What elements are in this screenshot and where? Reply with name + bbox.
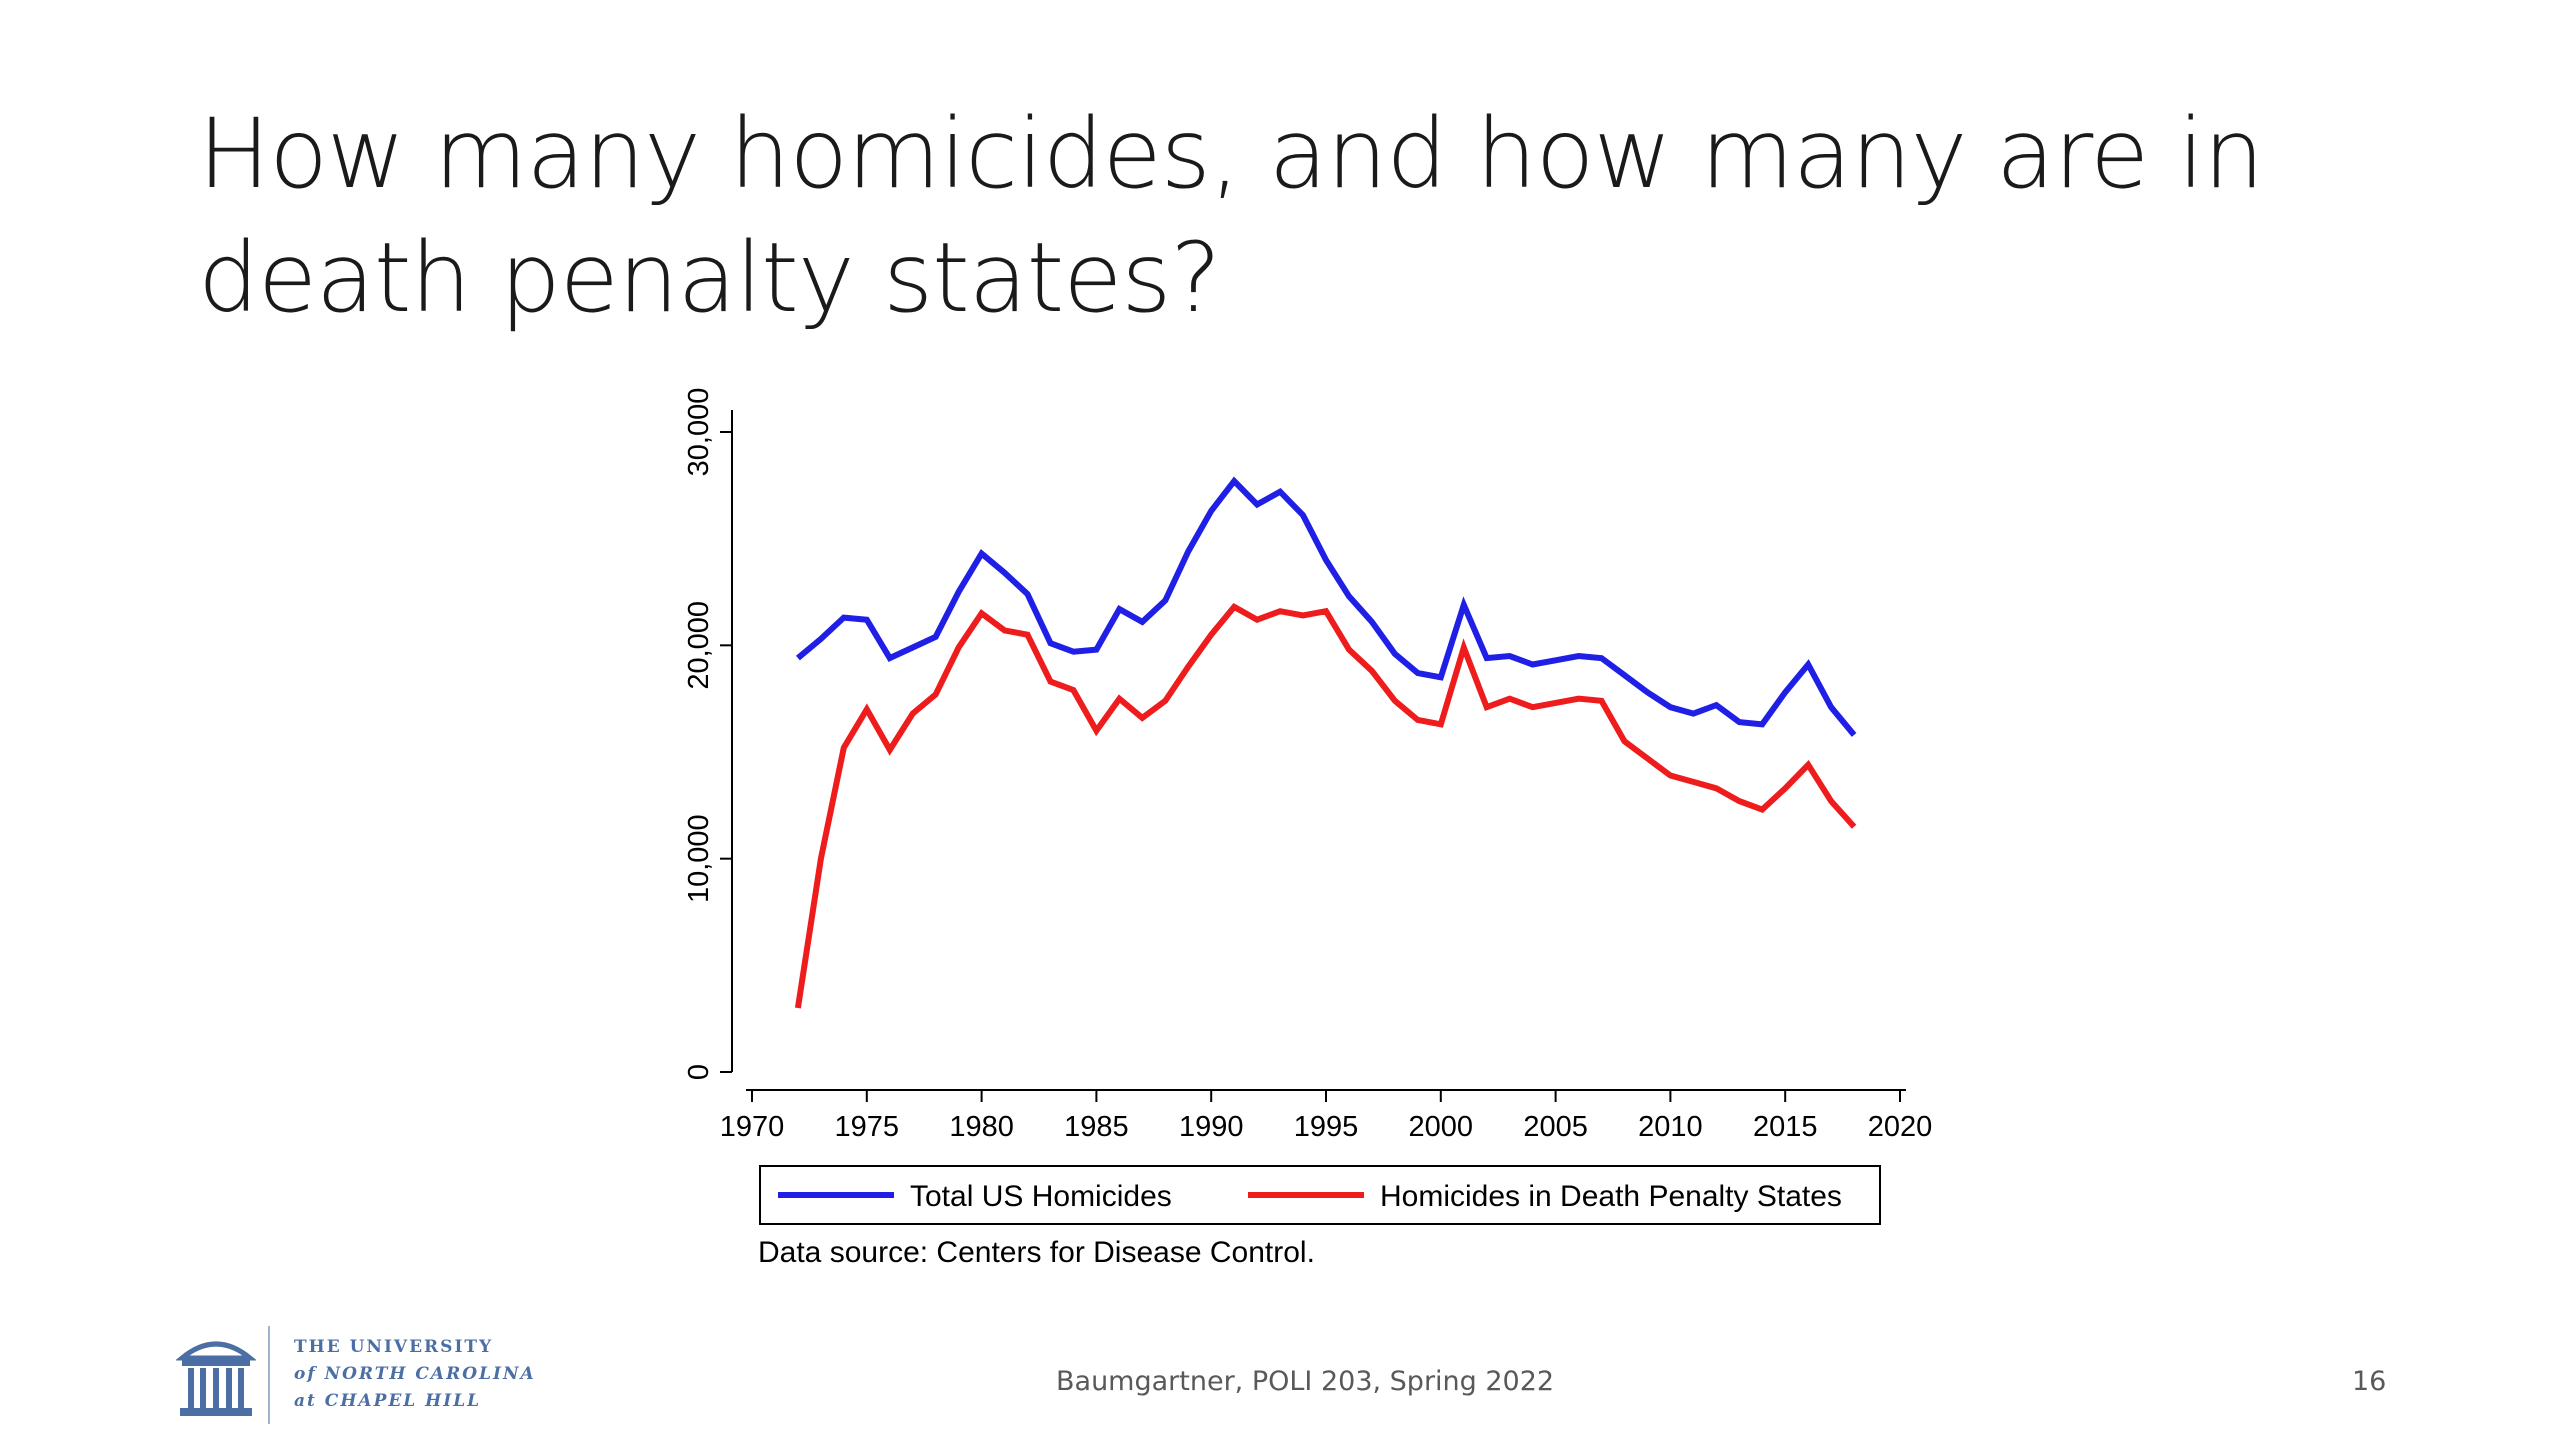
chart-background	[640, 370, 1960, 1290]
series-line-total-us-homicides	[795, 476, 1857, 737]
chart-legend: Total US Homicides Homicides in Death Pen…	[759, 1165, 1881, 1225]
chart-series	[794, 476, 1857, 1009]
title-line-2: death penalty states?	[198, 222, 1221, 334]
y-tick-label: 20,000	[683, 601, 715, 690]
data-source-note: Data source: Centers for Disease Control…	[758, 1236, 1315, 1269]
slide-title: How many homicides, and how many are in …	[198, 92, 2448, 340]
logo-text: THE UNIVERSITY of NORTH CAROLINA at CHAP…	[294, 1334, 536, 1415]
footer-course-label: Baumgartner, POLI 203, Spring 2022	[1056, 1366, 1555, 1397]
x-tick-label: 2005	[1523, 1111, 1588, 1143]
page-number: 16	[2352, 1366, 2387, 1397]
logo-line-1: THE UNIVERSITY	[294, 1337, 494, 1357]
old-well-icon	[176, 1341, 256, 1416]
logo-divider	[268, 1326, 270, 1424]
x-tick-label: 2020	[1868, 1111, 1933, 1143]
x-tick-label: 2010	[1638, 1111, 1703, 1143]
series-line-death-penalty-states	[794, 603, 1857, 1009]
logo-line-3: at CHAPEL HILL	[294, 1391, 482, 1411]
chart-axes: 1970 1975 1980 1985 1990 1995 2000 2005 2010 2015…	[683, 388, 1932, 1143]
title-line-1: How many homicides, and how many are in	[198, 98, 2264, 210]
university-logo: THE UNIVERSITY of NORTH CAROLINA at CHAP…	[170, 1326, 550, 1426]
x-tick-label: 1995	[1294, 1111, 1359, 1143]
y-tick-label: 10,000	[683, 814, 715, 903]
x-tick-label: 1980	[949, 1111, 1014, 1143]
x-tick-label: 1990	[1179, 1111, 1244, 1143]
legend-label-dp: Homicides in Death Penalty States	[1380, 1180, 1842, 1213]
logo-line-2: of NORTH CAROLINA	[294, 1364, 536, 1384]
x-tick-label: 2015	[1753, 1111, 1818, 1143]
legend-label-total: Total US Homicides	[910, 1180, 1172, 1213]
x-tick-label: 1975	[835, 1111, 900, 1143]
homicides-line-chart: 1970 1975 1980 1985 1990 1995 2000 2005 2010 2015…	[640, 370, 1960, 1290]
y-tick-label: 0	[683, 1064, 715, 1080]
x-tick-label: 2000	[1409, 1111, 1474, 1143]
x-tick-label: 1985	[1064, 1111, 1129, 1143]
y-tick-label: 30,000	[683, 388, 715, 477]
x-tick-label: 1970	[720, 1111, 785, 1143]
